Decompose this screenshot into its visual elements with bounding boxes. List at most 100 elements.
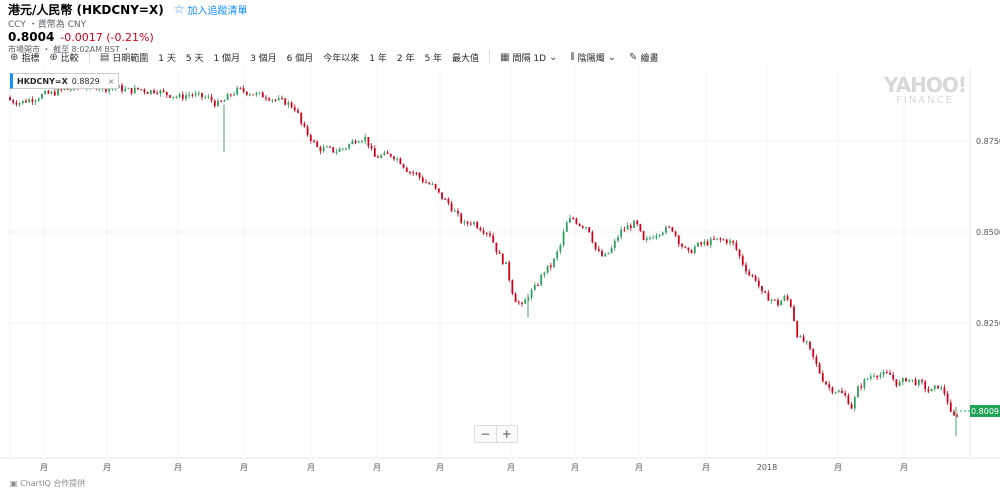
candle[interactable]	[700, 241, 703, 247]
candle[interactable]	[706, 239, 709, 247]
candle[interactable]	[293, 104, 296, 113]
candle[interactable]	[399, 157, 402, 165]
candle[interactable]	[140, 89, 143, 91]
candle[interactable]	[549, 262, 552, 271]
range-1d-button[interactable]: 1 天	[158, 53, 176, 64]
candle[interactable]	[652, 235, 655, 239]
candle[interactable]	[677, 234, 680, 248]
candle[interactable]	[169, 94, 171, 99]
candle[interactable]	[546, 265, 549, 274]
candle[interactable]	[671, 226, 674, 233]
candle[interactable]	[524, 297, 527, 304]
candle[interactable]	[210, 93, 213, 103]
interval-dropdown[interactable]: ▦ 間隔 1D ⌄	[500, 51, 560, 64]
candle[interactable]	[159, 89, 162, 97]
candle[interactable]	[245, 91, 248, 97]
candle[interactable]	[34, 99, 37, 105]
candle[interactable]	[751, 274, 754, 278]
candle[interactable]	[620, 226, 623, 240]
candle[interactable]	[149, 89, 152, 96]
candle[interactable]	[681, 242, 683, 249]
candle[interactable]	[316, 140, 319, 148]
candle[interactable]	[495, 242, 498, 255]
candle[interactable]	[380, 153, 383, 159]
candle[interactable]	[213, 99, 216, 108]
candle[interactable]	[809, 341, 811, 351]
candle[interactable]	[764, 290, 767, 294]
candle[interactable]	[357, 139, 360, 144]
candle[interactable]	[722, 238, 725, 241]
candle[interactable]	[53, 88, 56, 97]
candle[interactable]	[521, 301, 523, 307]
candle[interactable]	[9, 95, 11, 101]
candle[interactable]	[613, 238, 616, 251]
candle[interactable]	[933, 384, 936, 392]
candle[interactable]	[604, 252, 607, 258]
candle[interactable]	[28, 97, 31, 104]
candle[interactable]	[860, 383, 863, 391]
candle[interactable]	[188, 91, 191, 99]
candle[interactable]	[444, 197, 447, 200]
candle[interactable]	[226, 92, 229, 101]
candle[interactable]	[447, 197, 450, 206]
candle[interactable]	[329, 145, 331, 149]
candle[interactable]	[735, 240, 738, 252]
candle[interactable]	[505, 262, 507, 265]
draw-button[interactable]: ✎ 繪畫	[629, 51, 658, 64]
candle[interactable]	[949, 399, 952, 413]
candle[interactable]	[482, 227, 485, 236]
candle[interactable]	[930, 388, 933, 392]
candle[interactable]	[242, 85, 245, 94]
candle[interactable]	[898, 379, 901, 387]
candle[interactable]	[687, 247, 690, 254]
candle[interactable]	[412, 170, 415, 176]
candle[interactable]	[911, 379, 914, 383]
candle[interactable]	[425, 179, 427, 184]
candle[interactable]	[863, 378, 866, 391]
candle[interactable]	[47, 89, 50, 95]
candle[interactable]	[133, 85, 136, 94]
candle[interactable]	[201, 92, 203, 101]
candle[interactable]	[645, 235, 648, 243]
candle[interactable]	[431, 181, 434, 186]
candle[interactable]	[873, 373, 875, 378]
candle[interactable]	[319, 145, 322, 155]
candle[interactable]	[373, 145, 376, 157]
candle[interactable]	[786, 293, 789, 302]
compare-button[interactable]: ⊕ 比較	[49, 51, 78, 64]
candle[interactable]	[217, 98, 219, 107]
candle[interactable]	[450, 200, 453, 213]
candle[interactable]	[178, 92, 181, 99]
candle[interactable]	[44, 89, 47, 95]
candle[interactable]	[770, 298, 773, 304]
candle[interactable]	[309, 133, 312, 144]
candle[interactable]	[249, 93, 251, 97]
candle[interactable]	[905, 377, 907, 382]
candle[interactable]	[684, 245, 687, 249]
candle[interactable]	[956, 413, 959, 418]
series-legend[interactable]: HKDCNY=X 0.8829 ×	[10, 73, 120, 89]
candle[interactable]	[703, 239, 706, 247]
candle[interactable]	[594, 241, 597, 251]
candle[interactable]	[364, 133, 367, 144]
candle[interactable]	[172, 96, 175, 100]
candle[interactable]	[473, 221, 475, 226]
candle[interactable]	[895, 379, 898, 388]
candle[interactable]	[585, 226, 587, 230]
candle[interactable]	[457, 208, 459, 217]
candle[interactable]	[553, 257, 555, 269]
candle[interactable]	[565, 220, 568, 232]
candle[interactable]	[639, 223, 642, 232]
candle[interactable]	[847, 393, 850, 405]
candle[interactable]	[908, 379, 911, 383]
range-3m-button[interactable]: 3 個月	[250, 53, 277, 64]
candle[interactable]	[738, 249, 741, 259]
candle[interactable]	[162, 88, 165, 93]
range-5y-button[interactable]: 5 年	[424, 53, 443, 64]
candle[interactable]	[745, 262, 747, 275]
candle[interactable]	[338, 147, 341, 153]
candle[interactable]	[799, 334, 802, 338]
candle[interactable]	[185, 92, 187, 102]
